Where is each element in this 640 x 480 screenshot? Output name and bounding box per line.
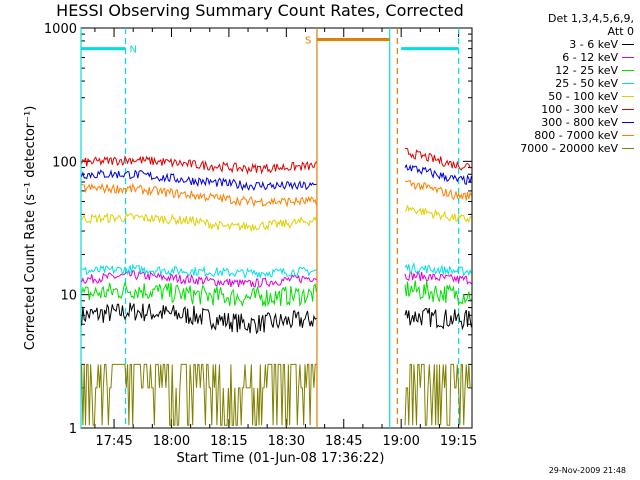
series-line (404, 271, 472, 285)
x-tick-label: 19:15 (440, 434, 477, 449)
series-line (81, 280, 317, 307)
legend-entry: 12 - 25 keV (520, 64, 634, 77)
series-line (404, 205, 472, 224)
legend-entry: 7000 - 20000 keV (520, 142, 634, 155)
legend-label: 100 - 300 keV (541, 103, 618, 116)
series-line (81, 155, 317, 175)
series-line (81, 302, 317, 335)
legend-swatch (622, 122, 634, 123)
legend-swatch (622, 83, 634, 84)
legend-label: 800 - 7000 keV (534, 129, 618, 142)
series-line (404, 179, 472, 201)
legend-entry: 6 - 12 keV (520, 51, 634, 64)
series-line (81, 269, 317, 288)
series-line (404, 363, 472, 426)
y-tick-label: 100 (52, 155, 77, 170)
legend-label: 50 - 100 keV (548, 90, 618, 103)
legend-entries: 3 - 6 keV 6 - 12 keV 12 - 25 keV 25 - 50 ke… (520, 38, 634, 155)
y-tick-label: 1000 (44, 22, 77, 37)
x-tick-label: 18:15 (210, 434, 247, 449)
series-line (404, 261, 472, 277)
x-tick-label: 18:45 (325, 434, 362, 449)
x-tick-label: 19:00 (382, 434, 419, 449)
legend-swatch (622, 57, 634, 58)
legend-entry: 3 - 6 keV (520, 38, 634, 51)
series-line (405, 148, 472, 171)
legend-label: 7000 - 20000 keV (520, 142, 618, 155)
series-line (81, 182, 317, 208)
x-axis-label: Start Time (01-Jun-08 17:36:22) (177, 451, 385, 466)
flag-label: N (130, 45, 137, 56)
series-line (404, 280, 472, 307)
legend-label: 3 - 6 keV (569, 38, 618, 51)
legend-swatch (622, 109, 634, 110)
series-line (81, 212, 317, 233)
flag-label: S (305, 35, 311, 46)
legend-swatch (622, 96, 634, 97)
x-tick-label: 17:45 (95, 434, 132, 449)
legend-label: 6 - 12 keV (562, 51, 618, 64)
legend-entry: 300 - 800 keV (520, 116, 634, 129)
y-tick-label: 10 (60, 289, 77, 304)
legend-entry: 50 - 100 keV (520, 90, 634, 103)
legend-entry: 100 - 300 keV (520, 103, 634, 116)
legend-swatch (622, 135, 634, 136)
legend-label: 25 - 50 keV (555, 77, 618, 90)
legend-entry: 25 - 50 keV (520, 77, 634, 90)
y-axis-label: Corrected Count Rate (s⁻¹ detector⁻¹) (23, 106, 38, 351)
legend-title-line-2: Att 0 (607, 25, 634, 38)
series-line (404, 163, 472, 185)
y-tick-label: 1 (69, 422, 77, 437)
x-tick-label: 18:30 (268, 434, 305, 449)
legend-label: 300 - 800 keV (541, 116, 618, 129)
series-line (81, 263, 317, 280)
chart-legend: Det 1,3,4,5,6,9, Att 0 3 - 6 keV 6 - 12 k… (520, 12, 634, 155)
legend-title-line-1: Det 1,3,4,5,6,9, (547, 12, 634, 25)
legend-swatch (622, 148, 634, 149)
series-line (81, 169, 317, 192)
chart-title: HESSI Observing Summary Count Rates, Cor… (56, 1, 464, 20)
footer-timestamp: 29-Nov-2009 21:48 (548, 466, 626, 475)
legend-swatch (622, 44, 634, 45)
x-tick-label: 18:00 (153, 434, 190, 449)
series-line (404, 307, 472, 331)
legend-swatch (622, 70, 634, 71)
series-line (81, 363, 317, 426)
legend-label: 12 - 25 keV (555, 64, 618, 77)
legend-entry: 800 - 7000 keV (520, 129, 634, 142)
